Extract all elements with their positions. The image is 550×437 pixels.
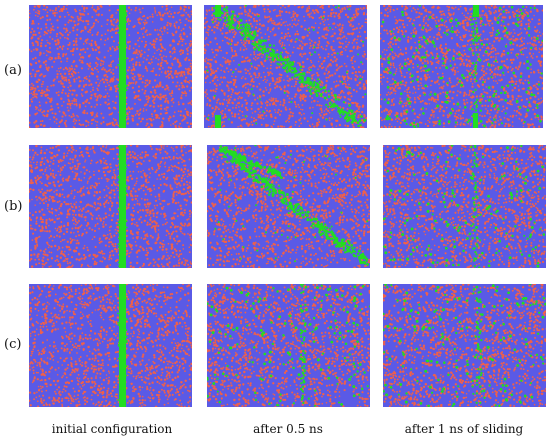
panel-b-half-ns	[207, 145, 370, 268]
panel-a-one-ns	[380, 5, 543, 128]
panel-c-one-ns	[383, 284, 546, 407]
caption-after-half-ns: after 0.5 ns	[253, 422, 323, 436]
row-label-b: (b)	[4, 199, 23, 214]
caption-initial-configuration: initial configuration	[51, 422, 173, 436]
panel-c-half-ns	[207, 284, 370, 407]
panel-b-initial	[29, 145, 192, 268]
row-label-a: (a)	[4, 63, 22, 78]
panel-b-one-ns	[383, 145, 546, 268]
panel-a-initial	[29, 5, 192, 128]
row-label-c: (c)	[4, 337, 22, 352]
panel-a-half-ns	[204, 5, 367, 128]
panel-c-initial	[29, 284, 192, 407]
caption-after-one-ns: after 1 ns of sliding	[404, 422, 524, 436]
